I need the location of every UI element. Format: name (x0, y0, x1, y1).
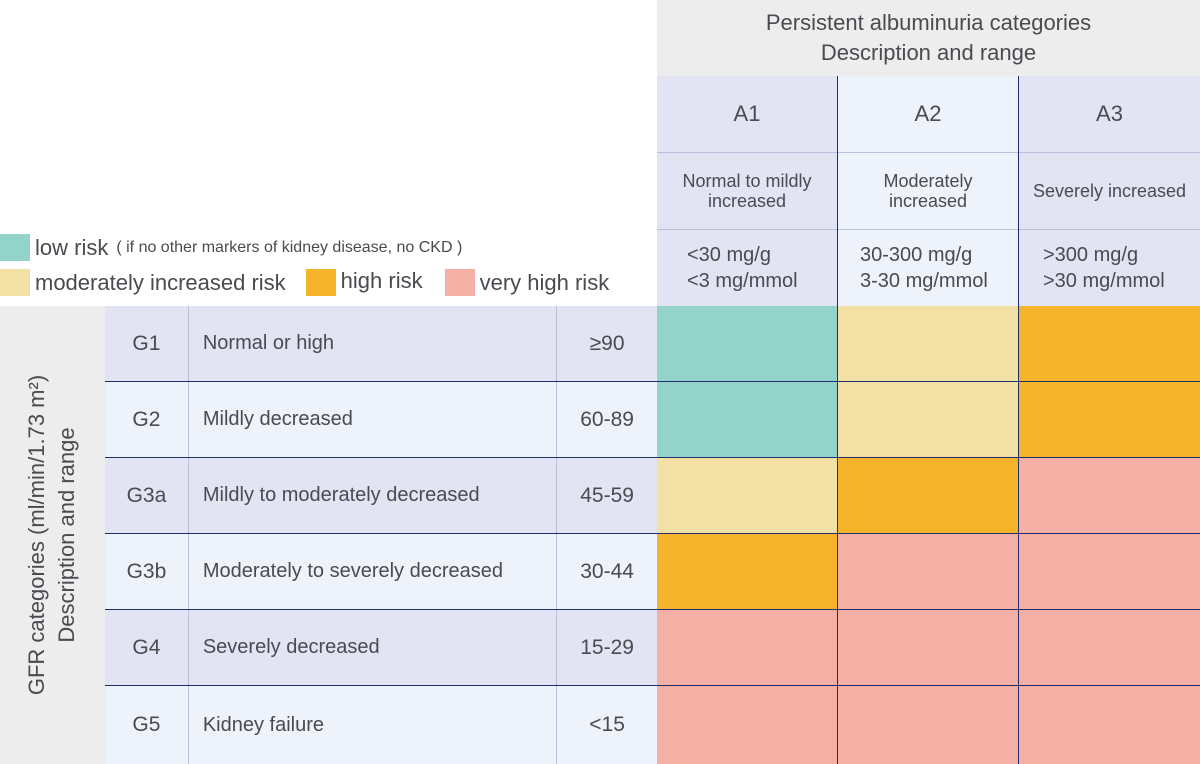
gfr-description: Kidney failure (189, 686, 558, 764)
column-range: >300 mg/g >30 mg/mmol (1019, 229, 1200, 306)
risk-cell-g1-a3 (1019, 306, 1200, 382)
legend-note-low: ( if no other markers of kidney disease,… (116, 238, 463, 256)
legend-low: low risk ( if no other markers of kidney… (0, 234, 462, 261)
risk-cell-g5-a3 (1019, 686, 1200, 764)
gfr-description: Moderately to severely decreased (189, 534, 558, 609)
albuminuria-subtitle: Description and range (820, 40, 1037, 65)
legend-label-very-high: very high risk (479, 269, 610, 295)
gfr-row-g1: G1 Normal or high ≥90 (105, 306, 657, 382)
column-range-mg-mmol: >30 mg/mmol (1043, 269, 1165, 292)
legend-label-high: high risk (340, 267, 423, 293)
legend-label-moderate: moderately increased risk (35, 269, 286, 295)
gfr-side-label: GFR categories (ml/min/1.73 m²) Descript… (0, 306, 105, 764)
legend-label-low: low risk (35, 234, 109, 260)
risk-cell-g3b-a2 (838, 534, 1019, 610)
risk-cell-g2-a1 (657, 382, 838, 458)
risk-cell-g4-a1 (657, 610, 838, 686)
column-range-mg-g: >300 mg/g (1043, 243, 1139, 266)
column-a3: A3 Severely increased >300 mg/g >30 mg/m… (1019, 76, 1200, 306)
gfr-code: G1 (105, 306, 189, 381)
gfr-code: G5 (105, 686, 189, 764)
gfr-range: 45-59 (580, 483, 634, 507)
gfr-description: Mildly decreased (189, 382, 558, 457)
column-range-mg-g: 30-300 mg/g (860, 243, 973, 266)
gfr-range: 30-44 (580, 559, 634, 583)
risk-cell-g1-a1 (657, 306, 838, 382)
gfr-label: GFR categories (ml/min/1.73 m²) Descript… (22, 375, 82, 695)
gfr-code: G4 (105, 610, 189, 685)
risk-cell-g1-a2 (838, 306, 1019, 382)
legend-swatch-low (0, 234, 30, 261)
column-code: A3 (1019, 76, 1200, 153)
gfr-range: ≥90 (589, 331, 625, 355)
risk-cell-g5-a2 (838, 686, 1019, 764)
risk-cell-g4-a2 (838, 610, 1019, 686)
gfr-code: G3b (105, 534, 189, 609)
column-range: <30 mg/g <3 mg/mmol (657, 229, 837, 306)
gfr-range: 15-29 (580, 635, 634, 659)
gfr-description: Normal or high (189, 306, 558, 381)
column-description: Moderately increased (838, 152, 1018, 230)
gfr-row-g3b: G3b Moderately to severely decreased 30-… (105, 534, 657, 610)
column-range-mg-mmol: <3 mg/mmol (687, 269, 798, 292)
legend-row-2: moderately increased risk high risk very… (0, 267, 610, 296)
albuminuria-title: Persistent albuminuria categories (765, 10, 1092, 35)
gfr-range: <15 (589, 713, 625, 736)
gfr-description: Severely decreased (189, 610, 558, 685)
gfr-range: 60-89 (580, 407, 634, 431)
column-a1: A1 Normal to mildly increased <30 mg/g <… (657, 76, 838, 306)
risk-cell-g3a-a3 (1019, 458, 1200, 534)
gfr-subtitle: Description and range (54, 427, 79, 643)
column-range-mg-g: <30 mg/g (687, 243, 771, 266)
risk-cell-g3b-a1 (657, 534, 838, 610)
gfr-row-g3a: G3a Mildly to moderately decreased 45-59 (105, 458, 657, 534)
risk-cell-g3b-a3 (1019, 534, 1200, 610)
risk-cell-g5-a1 (657, 686, 838, 764)
legend-swatch-moderate (0, 269, 30, 296)
albuminuria-header: Persistent albuminuria categories Descri… (657, 0, 1200, 76)
column-range-mg-mmol: 3-30 mg/mmol (860, 269, 988, 292)
gfr-title: GFR categories (ml/min/1.73 m²) (24, 374, 49, 696)
gfr-row-g5: G5 Kidney failure <15 (105, 686, 657, 764)
risk-cell-g3a-a2 (838, 458, 1019, 534)
gfr-row-g4: G4 Severely decreased 15-29 (105, 610, 657, 686)
column-description: Normal to mildly increased (657, 152, 837, 230)
column-code: A1 (657, 76, 837, 153)
column-range: 30-300 mg/g 3-30 mg/mmol (838, 229, 1018, 306)
gfr-description: Mildly to moderately decreased (189, 458, 558, 533)
risk-cell-g2-a2 (838, 382, 1019, 458)
gfr-row-g2: G2 Mildly decreased 60-89 (105, 382, 657, 458)
risk-cell-g3a-a1 (657, 458, 838, 534)
risk-cell-g4-a3 (1019, 610, 1200, 686)
risk-cell-g2-a3 (1019, 382, 1200, 458)
gfr-code: G3a (105, 458, 189, 533)
legend-swatch-high (305, 269, 336, 296)
column-description: Severely increased (1019, 152, 1200, 230)
column-a2: A2 Moderately increased 30-300 mg/g 3-30… (838, 76, 1019, 306)
gfr-code: G2 (105, 382, 189, 457)
column-code: A2 (838, 76, 1018, 153)
legend-swatch-very-high (444, 269, 475, 296)
